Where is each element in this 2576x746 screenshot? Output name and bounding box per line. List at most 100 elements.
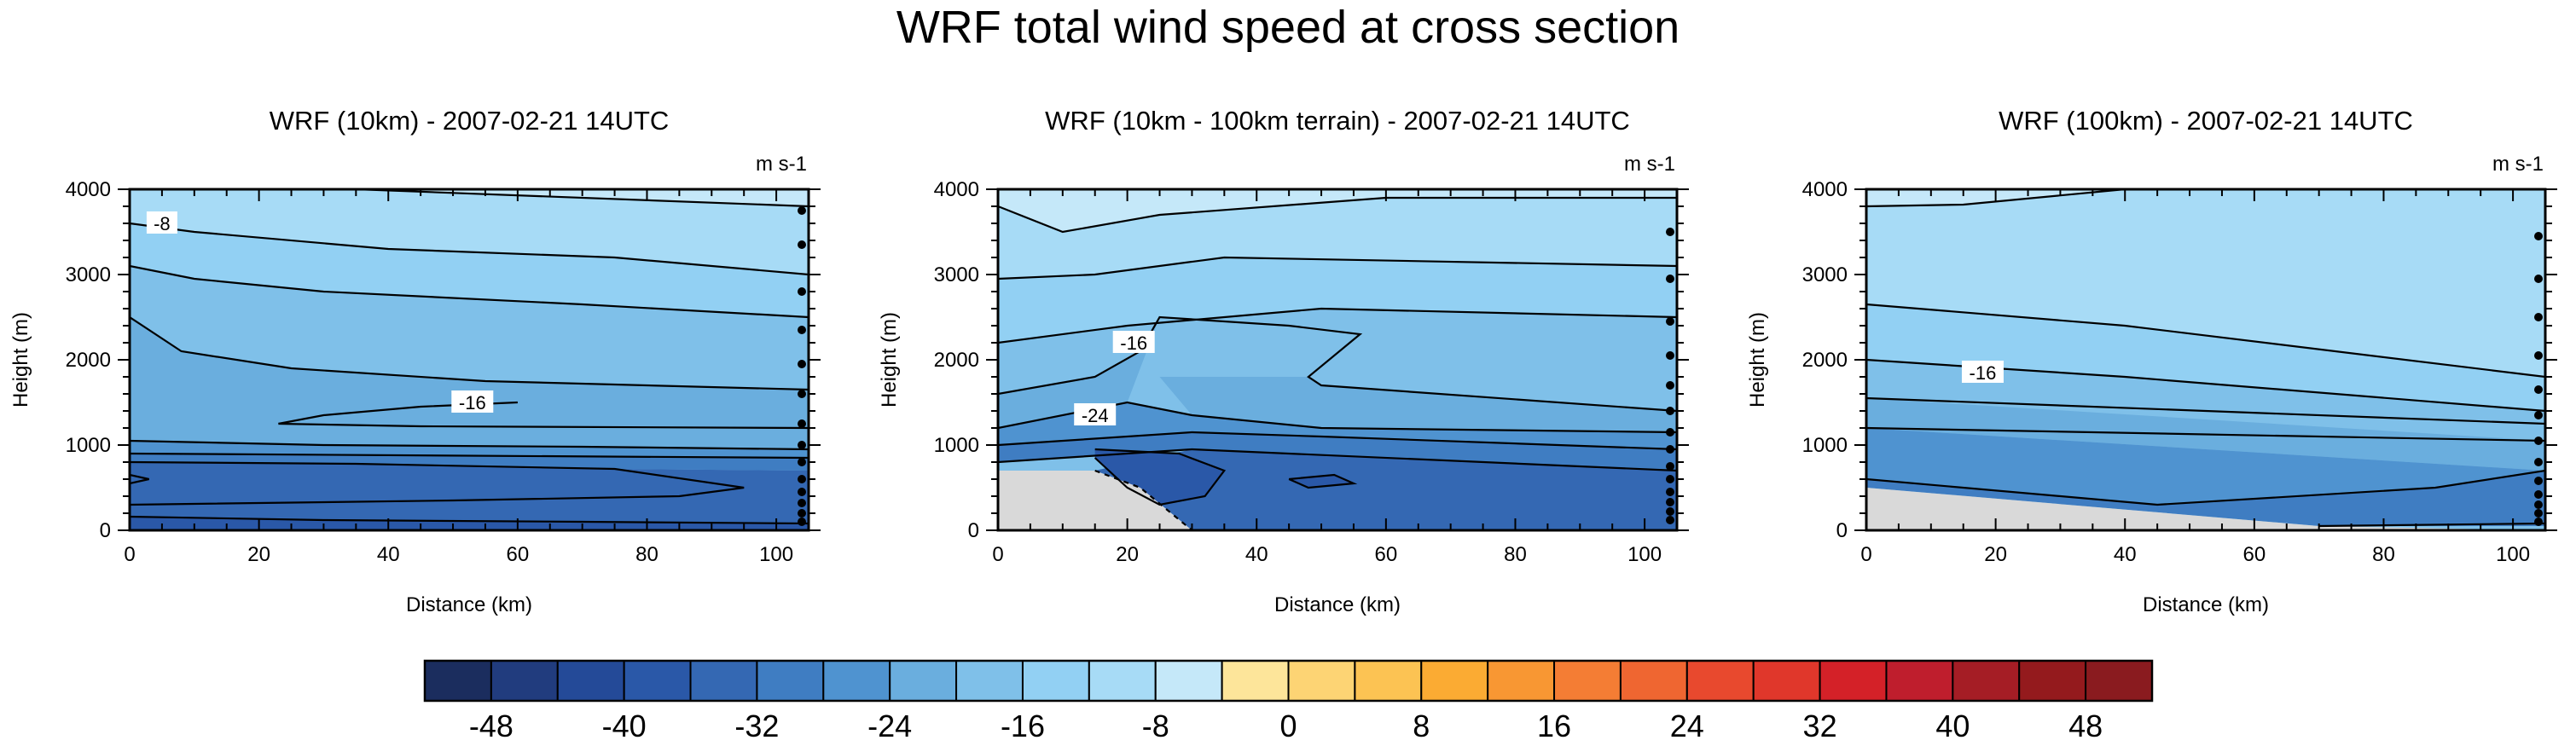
panel-plot-area [998, 189, 1677, 530]
data-dot [798, 518, 806, 526]
contour-line-m20 [278, 422, 809, 430]
colorbar-box [756, 660, 825, 702]
x-tick-label: 0 [124, 543, 135, 566]
colorbar-label: 8 [1413, 708, 1430, 743]
data-dot [1666, 317, 1674, 326]
x-tick-label: 100 [2496, 543, 2530, 566]
x-tick-label: 0 [1860, 543, 1871, 566]
y-tick-label: 0 [100, 519, 111, 542]
x-tick-label: 60 [507, 543, 530, 566]
data-dot [798, 475, 806, 483]
x-tick-label: 60 [2243, 543, 2266, 566]
contour-fill-m16 [998, 309, 1677, 411]
data-dot [1666, 351, 1674, 360]
terrain-fill [998, 471, 1192, 530]
units-label: m s-1 [756, 153, 807, 176]
contour-line-m4 [1866, 189, 2126, 208]
data-dot [1666, 488, 1674, 496]
contour-line-m20 [1866, 426, 2545, 442]
contour-line-m16 [998, 315, 1677, 413]
x-tick-label: 60 [1375, 543, 1398, 566]
x-tick-label: 80 [2372, 543, 2395, 566]
contour-label: -16 [1120, 333, 1147, 354]
data-dot [798, 458, 806, 466]
contour-line-m12 [1866, 358, 2545, 413]
contour-line-m24 [1866, 469, 2545, 506]
data-dot [798, 240, 806, 249]
colorbar-box [1354, 660, 1423, 702]
y-tick-label: 1000 [934, 434, 979, 457]
data-dot [798, 390, 806, 398]
colorbar-label: 48 [2068, 708, 2103, 743]
colorbar-label: -40 [602, 708, 647, 743]
contour-line-m8 [1866, 303, 2545, 379]
contour-line-m20 [130, 439, 809, 451]
colorbar-box [1021, 660, 1090, 702]
contour-line-m32 [130, 473, 149, 485]
contour-line-m36 [1288, 473, 1358, 489]
contour-fill-m24 [998, 402, 1677, 449]
contour-line-m32 [1094, 448, 1227, 506]
colorbar-box [1619, 660, 1688, 702]
contour-line-m12 [998, 307, 1677, 344]
colorbar-box [1819, 660, 1888, 702]
colorbar-box [2085, 660, 2154, 702]
contour-fill-m12 [1866, 304, 2545, 411]
colorbar-box [1952, 660, 2021, 702]
data-dot [2534, 477, 2543, 485]
colorbar-label: 24 [1670, 708, 1704, 743]
contour-line-m24 [130, 452, 809, 460]
y-tick-label: 2000 [66, 349, 111, 372]
y-tick-label: 0 [1836, 519, 1848, 542]
contour-label-box [451, 390, 494, 413]
contour-fill-m20 [130, 317, 809, 449]
colorbar-box [623, 660, 692, 702]
colorbar-box [955, 660, 1024, 702]
data-dot [1666, 498, 1674, 506]
x-tick-label: 20 [247, 543, 270, 566]
panel-title: WRF (10km) - 2007-02-21 14UTC [270, 106, 670, 136]
data-dot [2534, 411, 2543, 419]
contour-fill-m24 [1866, 428, 2545, 505]
y-tick-label: 4000 [1802, 178, 1848, 201]
y-tick-label: 3000 [1802, 263, 1848, 286]
panel-title: WRF (100km) - 2007-02-21 14UTC [1999, 106, 2413, 136]
data-dot [2534, 232, 2543, 240]
data-dot [798, 499, 806, 507]
contour-line-m16 [130, 316, 809, 391]
x-tick-label: 20 [1116, 543, 1139, 566]
contour-line-m4 [998, 196, 1677, 234]
y-tick-label: 3000 [66, 263, 111, 286]
data-dot [798, 287, 806, 296]
colorbar-box [556, 660, 625, 702]
contour-label: -8 [154, 213, 171, 234]
data-dot [798, 326, 806, 334]
colorbar-label: -8 [1142, 708, 1169, 743]
contour-label-box [1074, 403, 1117, 425]
panel-plot-area [1866, 189, 2545, 530]
colorbar-box [2018, 660, 2087, 702]
data-dot [2534, 518, 2543, 526]
y-axis-label: Height (m) [9, 312, 32, 408]
data-dot [2534, 509, 2543, 518]
data-dot [2534, 385, 2543, 394]
data-dot [798, 419, 806, 428]
data-dot [2534, 313, 2543, 321]
contour-line-m24 [998, 431, 1677, 451]
colorbar-box [1553, 660, 1622, 702]
data-dot [1666, 516, 1674, 524]
data-dot [2534, 275, 2543, 283]
colorbar-box [1685, 660, 1755, 702]
data-dot [1666, 428, 1674, 437]
data-dot [2534, 458, 2543, 466]
x-tick-label: 40 [377, 543, 400, 566]
colorbar-box [1088, 660, 1157, 702]
x-tick-label: 100 [1627, 543, 1662, 566]
contour-fill-m28 [998, 432, 1677, 471]
x-tick-label: 40 [1245, 543, 1268, 566]
colorbar-box [1885, 660, 1954, 702]
terrain-edge-line [1094, 469, 1193, 530]
colorbar-box [1420, 660, 1489, 702]
colorbar-box [689, 660, 758, 702]
contour-line-m28 [130, 460, 745, 506]
